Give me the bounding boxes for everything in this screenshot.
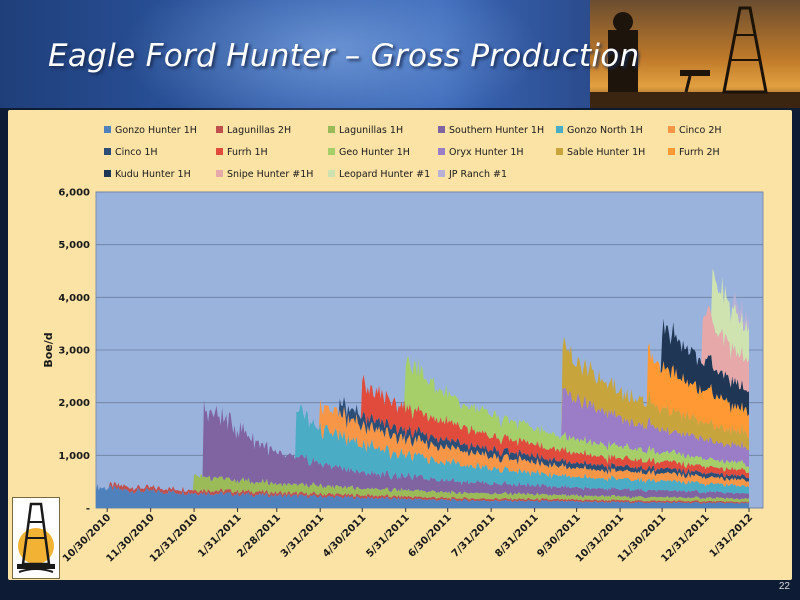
legend-label: Leopard Hunter #1 bbox=[339, 169, 430, 180]
oil-rig-silhouette-icon bbox=[590, 6, 800, 108]
legend-swatch bbox=[438, 148, 445, 155]
x-tick-label: 4/30/2011 bbox=[321, 512, 368, 559]
legend-label: Geo Hunter 1H bbox=[339, 147, 410, 158]
x-axis: 10/30/201011/30/201012/31/20101/31/20112… bbox=[61, 508, 755, 565]
legend-label: Furrh 1H bbox=[227, 147, 268, 158]
x-tick-label: 5/31/2011 bbox=[364, 512, 411, 559]
chart-legend: Gonzo Hunter 1H Lagunillas 2H Lagunillas 1… bbox=[104, 125, 722, 180]
legend-swatch bbox=[104, 170, 111, 177]
legend-swatch bbox=[438, 126, 445, 133]
y-tick-label: 1,000 bbox=[58, 451, 90, 462]
legend-swatch bbox=[556, 126, 563, 133]
legend-item: Cinco 2H bbox=[668, 125, 722, 136]
legend-swatch bbox=[328, 148, 335, 155]
legend-label: Kudu Hunter 1H bbox=[115, 169, 191, 180]
legend-item: Furrh 2H bbox=[668, 147, 720, 158]
series-area-gonzo-hunter-1h bbox=[96, 483, 749, 508]
legend-item: Lagunillas 2H bbox=[216, 125, 291, 136]
legend-swatch bbox=[216, 126, 223, 133]
y-tick-label: 5,000 bbox=[58, 240, 90, 251]
y-tick-label: 2,000 bbox=[58, 398, 90, 409]
legend-item: Southern Hunter 1H bbox=[438, 125, 544, 136]
legend-label: Oryx Hunter 1H bbox=[449, 147, 524, 158]
legend-item: Sable Hunter 1H bbox=[556, 147, 645, 158]
series-area-geo-hunter-1h bbox=[96, 356, 749, 492]
series-area-sable-hunter-1h bbox=[96, 336, 749, 492]
x-tick-label: 7/31/2011 bbox=[450, 512, 497, 559]
legend-label: Gonzo Hunter 1H bbox=[115, 125, 197, 136]
y-axis-label: Boe/d bbox=[42, 332, 55, 367]
legend-swatch bbox=[216, 148, 223, 155]
legend-swatch bbox=[328, 126, 335, 133]
legend-item: Geo Hunter 1H bbox=[328, 147, 410, 158]
legend-label: Cinco 1H bbox=[115, 147, 158, 158]
series-area-southern-hunter-1h bbox=[96, 400, 749, 500]
y-tick-label: - bbox=[86, 504, 90, 515]
x-tick-label: 9/30/2011 bbox=[535, 512, 582, 559]
x-tick-label: 3/31/2011 bbox=[279, 512, 326, 559]
y-tick-label: 4,000 bbox=[58, 293, 90, 304]
series-area-gonzo-north-1h bbox=[96, 400, 749, 495]
derrick-logo-icon bbox=[17, 502, 55, 573]
legend-item: Gonzo Hunter 1H bbox=[104, 125, 197, 136]
legend-label: Sable Hunter 1H bbox=[567, 147, 645, 158]
legend-swatch bbox=[668, 126, 675, 133]
y-tick-label: 3,000 bbox=[58, 346, 90, 357]
legend-item: Furrh 1H bbox=[216, 147, 268, 158]
oilfield-sunset-image bbox=[590, 0, 800, 108]
legend-label: Cinco 2H bbox=[679, 125, 722, 136]
legend-item: Lagunillas 1H bbox=[328, 125, 403, 136]
legend-label: Lagunillas 2H bbox=[227, 125, 291, 136]
legend-label: JP Ranch #1 bbox=[448, 169, 507, 180]
legend-swatch bbox=[668, 148, 675, 155]
page-number: 22 bbox=[778, 581, 790, 592]
legend-swatch bbox=[104, 126, 111, 133]
legend-label: Lagunillas 1H bbox=[339, 125, 403, 136]
legend-swatch bbox=[438, 170, 445, 177]
legend-item: Oryx Hunter 1H bbox=[438, 147, 524, 158]
series-area-lagunillas-2h bbox=[96, 482, 749, 504]
legend-item: Kudu Hunter 1H bbox=[104, 169, 191, 180]
slide-title: Eagle Ford Hunter – Gross Production bbox=[48, 38, 640, 74]
legend-item: Gonzo North 1H bbox=[556, 125, 643, 136]
legend-item: Cinco 1H bbox=[104, 147, 158, 158]
legend-swatch bbox=[104, 148, 111, 155]
series-area-lagunillas-1h bbox=[96, 473, 749, 503]
series-area-cinco-2h bbox=[96, 399, 749, 492]
legend-label: Southern Hunter 1H bbox=[449, 125, 544, 136]
legend-label: Furrh 2H bbox=[679, 147, 720, 158]
company-logo bbox=[12, 497, 60, 579]
legend-item: Leopard Hunter #1 bbox=[328, 169, 430, 180]
x-tick-label: 1/31/2012 bbox=[708, 512, 755, 559]
production-chart: Gonzo Hunter 1H Lagunillas 2H Lagunillas 1… bbox=[42, 125, 764, 565]
title-banner: Eagle Ford Hunter – Gross Production bbox=[0, 0, 800, 140]
legend-label: Snipe Hunter #1H bbox=[227, 169, 313, 180]
legend-item: Snipe Hunter #1H bbox=[216, 169, 313, 180]
series-area-oryx-hunter-1h bbox=[96, 356, 749, 492]
y-axis: - 1,000 2,000 3,000 4,000 5,000 6,000 bbox=[58, 188, 90, 515]
legend-swatch bbox=[216, 170, 223, 177]
chart-panel: Gonzo Hunter 1H Lagunillas 2H Lagunillas 1… bbox=[8, 110, 792, 580]
stacked-areas bbox=[96, 268, 749, 508]
legend-swatch bbox=[556, 148, 563, 155]
x-tick-label: 8/31/2011 bbox=[493, 512, 540, 559]
legend-item: JP Ranch #1 bbox=[438, 169, 507, 180]
legend-label: Gonzo North 1H bbox=[567, 125, 643, 136]
legend-swatch bbox=[328, 170, 335, 177]
x-tick-label: 6/30/2011 bbox=[406, 512, 453, 559]
y-tick-label: 6,000 bbox=[58, 188, 90, 199]
